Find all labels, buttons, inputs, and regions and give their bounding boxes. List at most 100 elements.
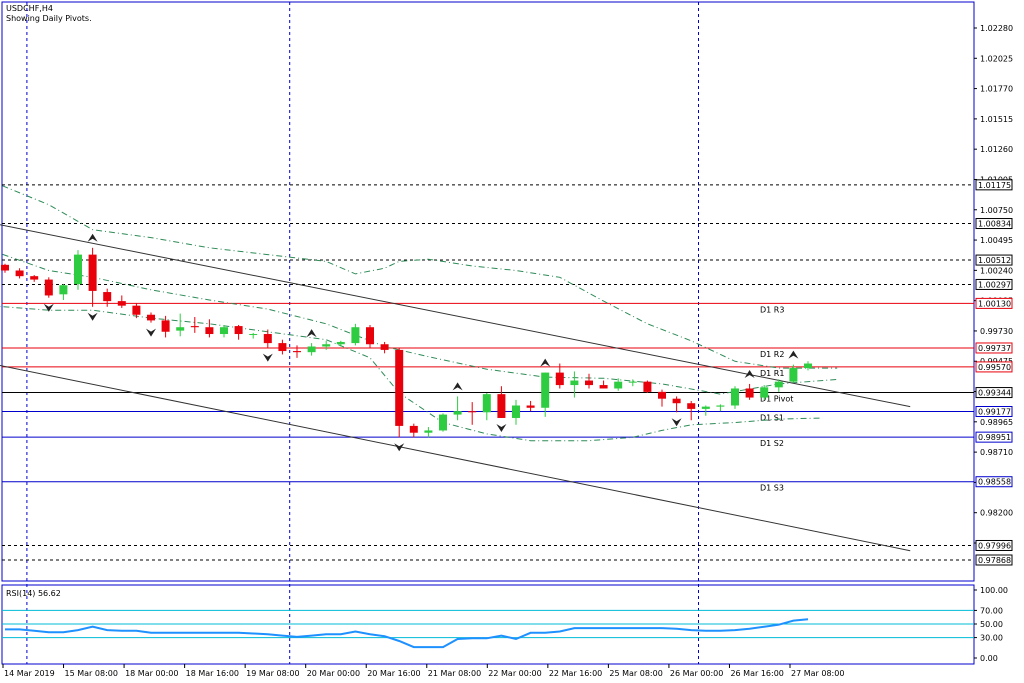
price-tag-label: 1.00512: [978, 256, 1011, 265]
price-tick-label: 1.01515: [980, 115, 1013, 124]
time-tick-label: 26 Mar 16:00: [730, 669, 783, 678]
candle-body: [570, 380, 579, 386]
time-tick-label: 21 Mar 08:00: [428, 669, 481, 678]
candle-body: [643, 381, 652, 392]
candle-body: [512, 405, 520, 418]
price-tag-box: [975, 254, 1013, 266]
candle-body: [205, 327, 214, 335]
pivot-label: D1 S1: [760, 414, 784, 423]
time-tick-label: 20 Mar 16:00: [367, 669, 420, 678]
candle-body: [322, 344, 331, 347]
pivot-label: D1 R2: [760, 350, 784, 359]
candle-body: [789, 368, 798, 382]
candle-body: [234, 326, 243, 335]
pivot-label: D1 R1: [760, 369, 784, 378]
price-tick-label: 0.98710: [980, 448, 1013, 457]
pivot-label: D1 S2: [760, 439, 784, 448]
price-tag-label: 0.98558: [978, 478, 1011, 487]
down-fractal-arrow: [43, 303, 54, 312]
candle-body: [132, 305, 141, 315]
price-tag-box: [975, 406, 1013, 418]
down-fractal-arrow: [262, 353, 273, 362]
candle-body: [88, 254, 97, 291]
candle-body: [336, 341, 345, 345]
candle-body: [15, 270, 24, 277]
candle-body: [59, 285, 68, 295]
candle-body: [307, 346, 316, 353]
candle-body: [439, 414, 447, 431]
chart-symbol-label: USDCHF,H4: [6, 4, 53, 13]
price-tag-box: [975, 554, 1013, 566]
time-tick-label: 19 Mar 08:00: [246, 669, 299, 678]
candle-body: [585, 380, 593, 386]
candle-body: [366, 327, 374, 345]
price-tag-box: [975, 476, 1013, 488]
separators: [26, 2, 699, 664]
price-tick-label: 1.01770: [980, 85, 1013, 94]
candle-body: [249, 334, 258, 336]
candle-body: [453, 411, 462, 415]
rsi-panel: RSI(14) 56.62 100.00 70.00 50.00 30.00 0.00: [2, 586, 1008, 663]
candle-body: [30, 276, 39, 280]
time-tick-label: 15 Mar 08:00: [65, 669, 118, 678]
candle-body: [147, 314, 155, 321]
rsi-tick-label: 100.00: [980, 586, 1008, 595]
rsi-tick-label: 70.00: [980, 606, 1003, 615]
candle-body: [658, 391, 666, 399]
candle-body: [745, 388, 754, 398]
price-tag-box: [975, 297, 1013, 309]
time-tick-label: 18 Mar 00:00: [125, 669, 178, 678]
price-tag-label: 1.00297: [978, 280, 1011, 289]
envelope-upper-line: [0, 184, 838, 369]
price-tick-label: 1.00750: [980, 206, 1013, 215]
price-tag-label: 0.99737: [978, 344, 1011, 353]
price-tag-box: [975, 431, 1013, 443]
price-tag-box: [975, 218, 1013, 230]
price-tag-box: [975, 361, 1013, 373]
time-tick-label: 20 Mar 00:00: [307, 669, 360, 678]
candle-body: [701, 406, 710, 409]
price-tag-label: 1.00834: [978, 220, 1011, 229]
rsi-tick-label: 30.00: [980, 634, 1003, 643]
candle-body: [161, 320, 170, 332]
price-tick-label: 0.99730: [980, 327, 1013, 336]
candle-body: [599, 385, 608, 389]
price-tag-label: 0.99570: [978, 363, 1011, 372]
down-fractal-arrow: [394, 443, 405, 452]
price-tag-box: [975, 342, 1013, 354]
candle-body: [278, 343, 287, 352]
up-fractal-arrow: [452, 382, 463, 391]
candle-body: [628, 381, 637, 383]
candle-body: [804, 363, 812, 369]
candle-body: [541, 372, 550, 408]
down-fractal-arrow: [87, 312, 98, 321]
candle-body: [74, 254, 82, 285]
price-tick-label: 1.02280: [980, 24, 1013, 33]
price-tag-label: 0.99344: [978, 389, 1011, 398]
time-tick-label: 22 Mar 00:00: [488, 669, 541, 678]
time-tick-label: 22 Mar 16:00: [549, 669, 602, 678]
fractal-markers: [43, 233, 799, 452]
time-tick-label: 26 Mar 00:00: [670, 669, 723, 678]
price-tick-label: 0.98200: [980, 509, 1013, 518]
price-tick-label: 1.00240: [980, 266, 1013, 275]
chart-frames: [1, 1, 975, 665]
time-tick-label: 14 Mar 2019: [4, 669, 55, 678]
candle-body: [293, 351, 301, 353]
price-tick-label: 1.01260: [980, 145, 1013, 154]
price-tick-label: 0.98965: [980, 418, 1013, 427]
pivot-label: D1 Pivot: [760, 395, 793, 404]
price-tag-box: [975, 179, 1013, 191]
candle-body: [672, 398, 681, 404]
pivot-label: D1 R3: [760, 305, 784, 314]
candle-body: [395, 349, 404, 426]
candle-body: [716, 405, 725, 407]
candle-body: [263, 334, 272, 344]
price-tag-label: 0.97996: [978, 541, 1011, 550]
time-tick-label: 25 Mar 08:00: [609, 669, 662, 678]
candle-body: [614, 381, 623, 389]
down-fractal-arrow: [496, 423, 507, 432]
candle-body: [220, 327, 228, 335]
price-tag-label: 0.97868: [978, 556, 1011, 565]
